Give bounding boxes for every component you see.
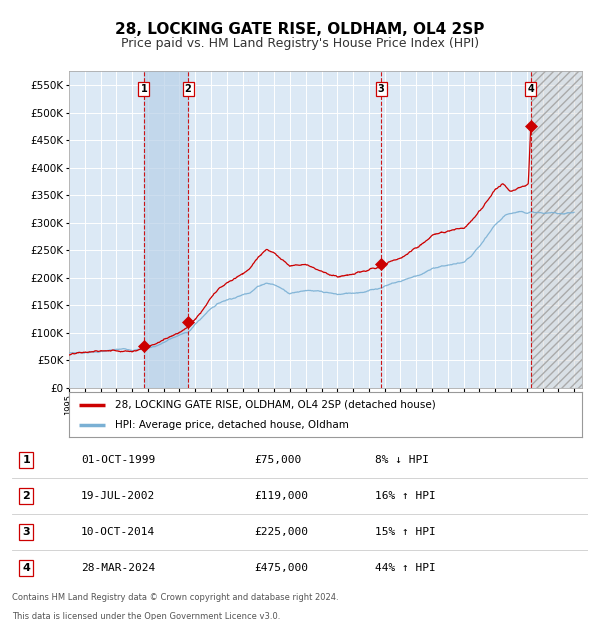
Text: 44% ↑ HPI: 44% ↑ HPI (375, 563, 436, 573)
Text: 2: 2 (23, 491, 30, 501)
Text: £119,000: £119,000 (254, 491, 308, 501)
Bar (530, 71, 582, 388)
Bar (144, 71, 188, 388)
Text: 15% ↑ HPI: 15% ↑ HPI (375, 527, 436, 537)
Text: 16% ↑ HPI: 16% ↑ HPI (375, 491, 436, 501)
Text: 19-JUL-2002: 19-JUL-2002 (81, 491, 155, 501)
Text: 28, LOCKING GATE RISE, OLDHAM, OL4 2SP (detached house): 28, LOCKING GATE RISE, OLDHAM, OL4 2SP (… (115, 400, 436, 410)
Bar (530, 71, 582, 388)
Text: This data is licensed under the Open Government Licence v3.0.: This data is licensed under the Open Gov… (12, 613, 280, 620)
Text: 4: 4 (527, 84, 534, 94)
Text: 2: 2 (185, 84, 191, 94)
Text: £75,000: £75,000 (254, 455, 301, 465)
Text: 8% ↓ HPI: 8% ↓ HPI (375, 455, 429, 465)
Text: 1: 1 (140, 84, 148, 94)
Text: £475,000: £475,000 (254, 563, 308, 573)
Text: Price paid vs. HM Land Registry's House Price Index (HPI): Price paid vs. HM Land Registry's House … (121, 37, 479, 50)
Text: 3: 3 (23, 527, 30, 537)
Text: 01-OCT-1999: 01-OCT-1999 (81, 455, 155, 465)
Text: 3: 3 (377, 84, 385, 94)
Text: 10-OCT-2014: 10-OCT-2014 (81, 527, 155, 537)
Text: 28-MAR-2024: 28-MAR-2024 (81, 563, 155, 573)
Text: 4: 4 (22, 563, 31, 573)
Text: 28, LOCKING GATE RISE, OLDHAM, OL4 2SP: 28, LOCKING GATE RISE, OLDHAM, OL4 2SP (115, 22, 485, 37)
Text: HPI: Average price, detached house, Oldham: HPI: Average price, detached house, Oldh… (115, 420, 349, 430)
Text: 1: 1 (23, 455, 30, 465)
Text: Contains HM Land Registry data © Crown copyright and database right 2024.: Contains HM Land Registry data © Crown c… (12, 593, 338, 602)
Text: £225,000: £225,000 (254, 527, 308, 537)
